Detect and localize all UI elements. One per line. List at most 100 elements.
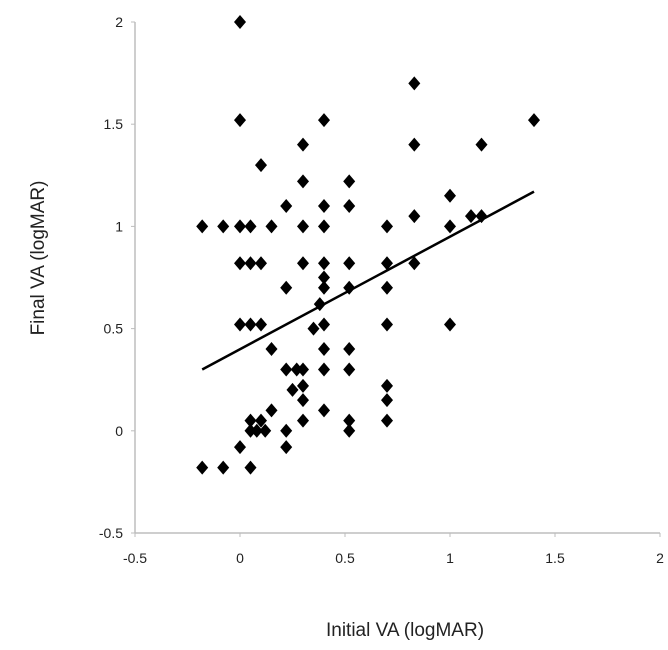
- data-point: [318, 256, 330, 271]
- data-point: [234, 440, 246, 455]
- data-point: [196, 219, 209, 234]
- data-point: [297, 362, 309, 377]
- y-tick-label: 1: [115, 218, 123, 234]
- data-points: [196, 15, 540, 475]
- data-point: [343, 342, 356, 357]
- data-point: [343, 280, 356, 295]
- y-tick-label: 0: [115, 423, 123, 439]
- regression-line: [201, 190, 535, 371]
- data-point: [528, 113, 540, 128]
- x-axis-title: Initial VA (logMAR): [326, 620, 484, 641]
- x-tick-label: 0.5: [335, 550, 355, 566]
- data-point: [297, 219, 309, 234]
- y-axis-title: Final VA (logMAR): [28, 181, 49, 336]
- x-tick-label: 0: [236, 550, 244, 566]
- data-point: [234, 113, 246, 128]
- data-point: [475, 209, 488, 224]
- data-point: [318, 198, 330, 213]
- data-point: [280, 423, 293, 438]
- data-point: [259, 423, 272, 438]
- axes: [134, 22, 660, 534]
- x-tick-label: -0.5: [123, 550, 147, 566]
- data-point: [318, 362, 330, 377]
- data-point: [196, 460, 209, 475]
- data-point: [265, 403, 278, 418]
- data-point: [343, 362, 356, 377]
- data-point: [343, 423, 356, 438]
- data-point: [265, 342, 278, 357]
- data-point: [244, 460, 257, 475]
- y-axis-ticks: -0.5 0 0.5 1 1.5 2: [99, 14, 135, 541]
- data-point: [408, 137, 421, 152]
- trendline-group: [201, 190, 535, 371]
- data-point: [318, 403, 330, 418]
- data-point: [217, 460, 230, 475]
- data-point: [313, 297, 326, 312]
- data-point: [381, 378, 393, 393]
- data-point: [255, 317, 267, 332]
- data-point: [280, 198, 293, 213]
- data-point: [265, 219, 278, 234]
- data-point: [297, 393, 309, 408]
- y-tick-label: -0.5: [99, 525, 123, 541]
- data-point: [280, 440, 293, 455]
- data-point: [318, 317, 330, 332]
- x-axis-ticks: -0.5 0 0.5 1 1.5 2: [123, 533, 664, 566]
- data-point: [408, 256, 421, 271]
- data-point: [234, 317, 246, 332]
- data-point: [234, 15, 246, 29]
- data-point: [244, 423, 257, 438]
- data-point: [307, 321, 320, 336]
- data-point: [255, 158, 267, 173]
- data-point: [444, 188, 456, 203]
- data-point: [381, 393, 393, 408]
- data-point: [297, 378, 309, 393]
- data-point: [343, 174, 356, 189]
- data-point: [280, 362, 293, 377]
- data-point: [343, 256, 356, 271]
- data-point: [297, 413, 309, 428]
- data-point: [234, 256, 246, 271]
- data-point: [343, 198, 356, 213]
- data-point: [286, 382, 299, 397]
- data-point: [244, 317, 257, 332]
- x-tick-label: 2: [656, 550, 664, 566]
- data-point: [381, 256, 393, 271]
- data-point: [250, 423, 263, 438]
- data-point: [255, 413, 267, 428]
- data-point: [381, 280, 393, 295]
- data-point: [217, 219, 230, 234]
- y-tick-label: 2: [115, 14, 123, 30]
- data-point: [255, 256, 267, 271]
- data-point: [234, 219, 246, 234]
- data-point: [318, 219, 330, 234]
- data-point: [444, 317, 456, 332]
- data-point: [290, 362, 303, 377]
- data-point: [297, 137, 309, 152]
- data-point: [280, 280, 293, 295]
- data-point: [318, 270, 330, 285]
- data-point: [343, 413, 356, 428]
- x-tick-label: 1.5: [545, 550, 565, 566]
- data-point: [297, 256, 309, 271]
- data-point: [381, 317, 393, 332]
- data-point: [244, 256, 257, 271]
- data-point: [244, 219, 257, 234]
- data-point: [444, 219, 456, 234]
- data-point: [318, 113, 330, 128]
- data-point: [244, 413, 257, 428]
- data-point: [318, 342, 330, 357]
- data-point: [381, 413, 393, 428]
- y-tick-label: 0.5: [104, 321, 124, 337]
- data-point: [318, 280, 330, 295]
- data-point: [408, 76, 421, 91]
- data-point: [381, 219, 393, 234]
- data-point: [465, 209, 477, 224]
- data-point: [475, 137, 488, 152]
- data-point: [297, 174, 309, 189]
- y-tick-label: 1.5: [104, 116, 124, 132]
- data-point: [408, 209, 421, 224]
- x-tick-label: 1: [446, 550, 454, 566]
